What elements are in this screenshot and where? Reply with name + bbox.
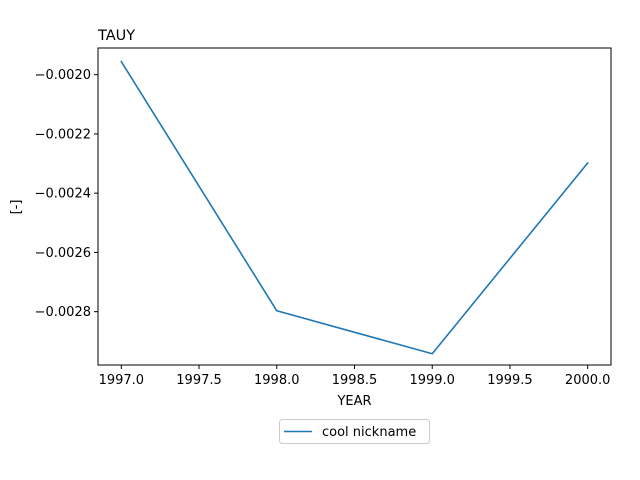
y-axis-label: [-] bbox=[9, 200, 24, 215]
y-axis: −0.0020 −0.0022 −0.0024 −0.0026 −0.0028 bbox=[35, 68, 98, 320]
y-tick-label: −0.0020 bbox=[35, 68, 91, 83]
series-layer bbox=[120, 60, 589, 355]
x-tick-label: 1999.0 bbox=[409, 373, 455, 388]
x-axis: 1997.0 1997.5 1998.0 1998.5 1999.0 1999.5 2000… bbox=[99, 365, 611, 388]
legend-box bbox=[279, 419, 430, 444]
series-line bbox=[120, 60, 589, 355]
x-tick-label: 1998.0 bbox=[254, 373, 300, 388]
x-tick-label: 1999.5 bbox=[487, 373, 533, 388]
x-tick-label: 2000.0 bbox=[565, 373, 611, 388]
chart-title: TAUY bbox=[97, 28, 135, 44]
y-tick-label: −0.0022 bbox=[35, 127, 91, 142]
x-tick-label: 1998.5 bbox=[332, 373, 378, 388]
y-tick-label: −0.0024 bbox=[35, 187, 91, 202]
legend: cool nickname bbox=[279, 419, 430, 444]
y-tick-label: −0.0028 bbox=[35, 305, 91, 320]
legend-label: cool nickname bbox=[322, 425, 416, 440]
y-tick-label: −0.0026 bbox=[35, 246, 91, 261]
x-axis-label: YEAR bbox=[336, 394, 371, 409]
x-tick-label: 1997.5 bbox=[176, 373, 222, 388]
x-tick-label: 1997.0 bbox=[99, 373, 145, 388]
plot-area bbox=[97, 47, 612, 366]
